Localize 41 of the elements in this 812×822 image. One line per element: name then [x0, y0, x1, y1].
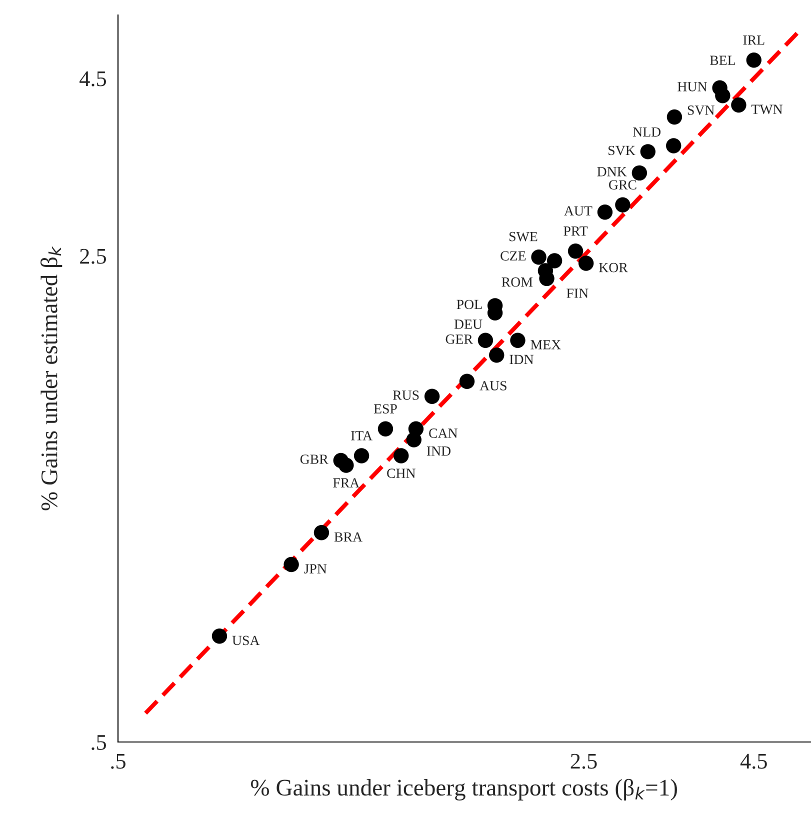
data-label: NLD [632, 127, 661, 137]
data-label: DNK [597, 167, 627, 176]
data-label: JPN [304, 564, 327, 574]
data-label: HUN [678, 82, 707, 92]
data-label: ITA [351, 431, 372, 440]
data-label: MEX [530, 340, 561, 350]
x-tick-label: .5 [111, 754, 126, 769]
y-tick-label: 2.5 [80, 248, 106, 264]
x-tick-label: 2.5 [570, 754, 597, 769]
data-label: BRA [334, 532, 362, 542]
data-label: FRA [333, 478, 360, 488]
data-label: BEL [710, 56, 735, 65]
data-label: SWE [510, 232, 538, 242]
data-label: IND [426, 446, 451, 456]
data-label: KOR [598, 262, 628, 272]
data-label: CHN [387, 468, 416, 478]
data-label: GBR [300, 454, 328, 464]
data-label: AUS [480, 381, 506, 390]
data-label: TWN [751, 104, 783, 114]
data-label: DEU [454, 320, 482, 329]
data-label: IRL [743, 36, 764, 45]
data-label: SVK [608, 146, 636, 156]
data-label: IDN [510, 354, 534, 364]
data-label: POL [456, 300, 482, 310]
data-label: GRC [609, 180, 636, 190]
data-label: FIN [566, 288, 588, 298]
data-label: PRT [564, 226, 588, 236]
data-label: USA [232, 636, 260, 646]
data-label: GER [446, 334, 473, 344]
data-label: SVN [688, 106, 714, 115]
data-label: CAN [429, 428, 458, 438]
y-tick-label: .5 [92, 735, 106, 750]
x-axis-title: % Gains under iceberg transport costs (β$_{k}$=1) [250, 778, 677, 801]
y-tick-label: 4.5 [80, 71, 106, 86]
data-label: AUT [564, 206, 592, 216]
data-label: ROM [502, 277, 533, 287]
data-label: ESP [374, 404, 397, 414]
x-tick-label: 4.5 [740, 754, 767, 769]
data-label: CZE [500, 251, 526, 261]
y-axis-title: % Gains under estimated β$_{k}$ [40, 246, 62, 510]
data-label: RUS [392, 390, 419, 400]
